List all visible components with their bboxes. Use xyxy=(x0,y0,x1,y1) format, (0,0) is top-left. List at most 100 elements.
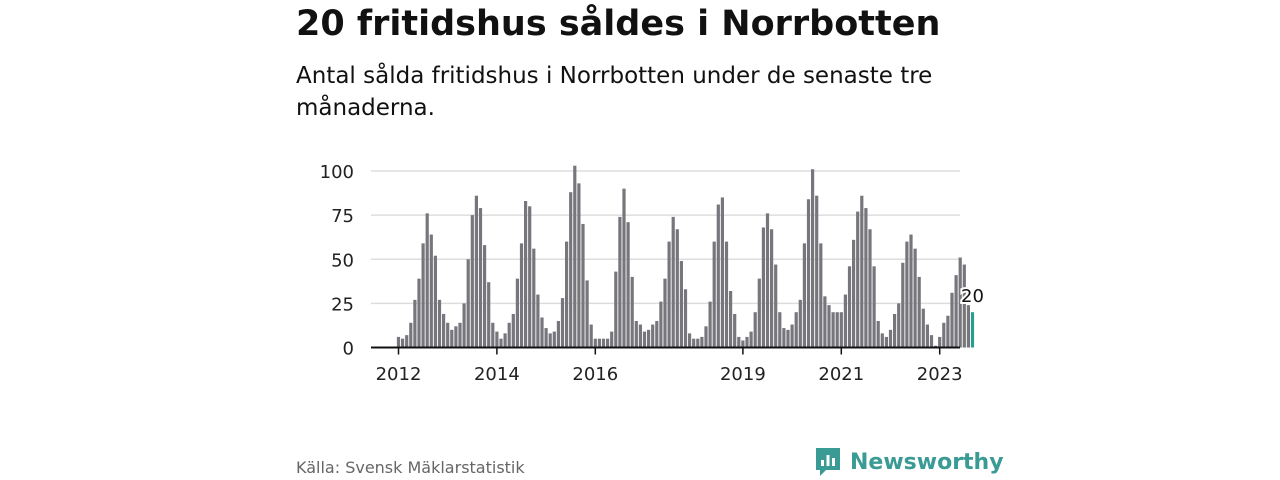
bar xyxy=(446,322,450,348)
x-tick-label: 2012 xyxy=(376,364,422,385)
bar xyxy=(741,340,745,348)
bar xyxy=(425,213,429,348)
bar xyxy=(597,338,601,348)
brand-name: Newsworthy xyxy=(850,449,1004,475)
bar xyxy=(720,197,724,348)
bar xyxy=(749,331,753,348)
bar xyxy=(466,259,470,348)
bar xyxy=(905,241,909,348)
bar xyxy=(487,282,491,348)
bar xyxy=(835,312,839,348)
bar xyxy=(757,278,761,348)
bar xyxy=(921,308,925,348)
bar xyxy=(585,280,589,348)
bar xyxy=(401,338,405,348)
bar xyxy=(474,195,478,348)
bar xyxy=(626,222,630,348)
bar xyxy=(712,241,716,348)
bars xyxy=(396,165,975,348)
bar xyxy=(856,211,860,348)
bar xyxy=(499,338,503,348)
bar xyxy=(819,243,823,348)
bar xyxy=(519,243,524,348)
bar xyxy=(462,303,466,348)
brand-logo[interactable]: Newsworthy xyxy=(814,446,1004,478)
bar xyxy=(950,292,954,348)
bar xyxy=(577,183,581,348)
bar xyxy=(573,165,577,348)
y-tick-label: 50 xyxy=(331,250,354,271)
bar xyxy=(565,241,569,348)
bar xyxy=(700,336,704,348)
bar xyxy=(823,296,827,348)
bar xyxy=(593,338,597,348)
bar xyxy=(622,188,626,348)
bar xyxy=(659,301,663,348)
x-tick-label: 2021 xyxy=(818,364,864,385)
y-axis-ticks: 0 25 50 75 100 xyxy=(320,162,354,360)
bar xyxy=(675,229,679,348)
bar xyxy=(610,331,614,348)
bar xyxy=(692,338,696,348)
x-tick-label: 2014 xyxy=(474,364,520,385)
bar xyxy=(843,294,847,348)
bar xyxy=(888,329,893,348)
y-tick-label: 25 xyxy=(331,294,354,315)
bar xyxy=(958,257,962,348)
bar xyxy=(884,336,888,348)
x-tick-label: 2023 xyxy=(917,364,963,385)
bar xyxy=(634,321,638,348)
bar xyxy=(880,333,884,348)
bar xyxy=(815,195,819,348)
bar xyxy=(786,329,790,348)
bar xyxy=(405,335,409,348)
bar xyxy=(606,338,610,348)
bar xyxy=(909,234,913,348)
bar xyxy=(925,324,929,348)
bar xyxy=(421,243,425,348)
bar xyxy=(901,262,905,348)
bar xyxy=(483,245,487,348)
bar xyxy=(868,229,872,348)
bar xyxy=(524,201,528,348)
bar xyxy=(831,312,835,348)
y-tick-label: 75 xyxy=(331,206,354,227)
bar xyxy=(716,204,720,348)
bar xyxy=(696,338,700,348)
bar xyxy=(733,313,737,348)
bar xyxy=(806,199,811,348)
bar xyxy=(688,333,692,348)
bar xyxy=(860,195,864,348)
last-value-label: 20 xyxy=(961,286,984,307)
bar xyxy=(511,313,515,348)
bar xyxy=(745,336,749,348)
chart-subtitle: Antal sålda fritidshus i Norrbotten unde… xyxy=(296,63,933,121)
bar xyxy=(655,321,659,348)
bar xyxy=(802,243,806,348)
bar xyxy=(679,261,683,348)
bar xyxy=(470,215,474,348)
bar xyxy=(708,301,712,348)
bar xyxy=(770,229,774,348)
x-tick-label: 2016 xyxy=(572,364,618,385)
bar xyxy=(528,206,532,348)
bar xyxy=(753,312,757,348)
bar xyxy=(811,169,815,348)
bar xyxy=(536,294,540,348)
bar xyxy=(491,322,495,348)
bar xyxy=(548,333,552,348)
bar xyxy=(417,278,421,348)
bar xyxy=(839,312,843,348)
bar xyxy=(478,208,483,348)
bar xyxy=(917,276,921,348)
bar xyxy=(724,241,729,348)
bar xyxy=(942,322,946,348)
x-tick-label: 2019 xyxy=(720,364,766,385)
bar xyxy=(450,329,454,348)
y-tick-label: 100 xyxy=(320,162,354,183)
bar xyxy=(966,305,970,348)
bar xyxy=(581,223,585,348)
chart-title: 20 fritidshus såldes i Norrbotten xyxy=(296,4,941,44)
bar xyxy=(847,266,852,348)
bar xyxy=(515,278,519,348)
